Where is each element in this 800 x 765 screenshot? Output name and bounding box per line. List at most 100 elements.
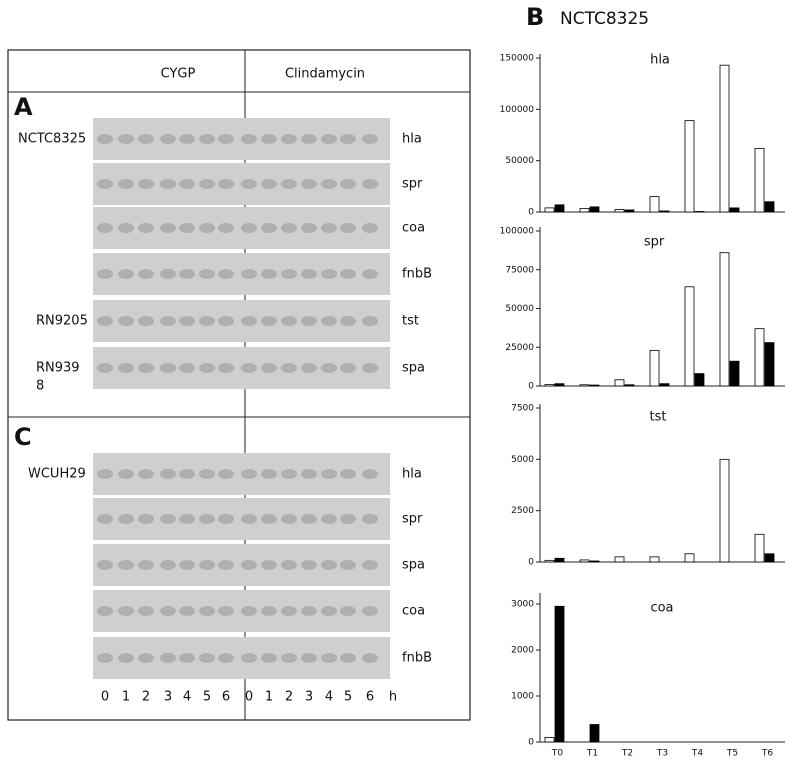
blot-band <box>97 269 113 279</box>
blot-band <box>340 514 356 524</box>
blot-band <box>362 269 378 279</box>
blot-band <box>241 269 257 279</box>
blot-band <box>160 363 176 373</box>
blot-band <box>301 469 317 479</box>
blot-band <box>218 363 234 373</box>
blot-band <box>97 363 113 373</box>
lane-label: h <box>389 690 397 705</box>
blot-band <box>301 606 317 616</box>
blot-band <box>218 514 234 524</box>
blot-band <box>160 560 176 570</box>
blot-band <box>281 316 297 326</box>
gene-label: spa <box>402 558 425 573</box>
y-tick-label: 0 <box>528 738 534 748</box>
blot-band <box>362 653 378 663</box>
blot-band <box>281 134 297 144</box>
strain-label: WCUH29 <box>28 467 86 482</box>
lane-label: 2 <box>285 690 293 705</box>
bar <box>649 349 660 387</box>
condition-header: Clindamycin <box>285 67 365 82</box>
chart-title: tst <box>650 410 667 425</box>
blot-band <box>179 223 195 233</box>
blot-band <box>218 316 234 326</box>
gene-label: hla <box>402 132 422 147</box>
blot-band <box>179 560 195 570</box>
blot-band <box>118 606 134 616</box>
blot-band <box>179 606 195 616</box>
blot-band <box>281 514 297 524</box>
blot-band <box>362 316 378 326</box>
y-tick-label: 3000 <box>511 600 534 610</box>
blot-band <box>199 363 215 373</box>
blot-band <box>138 514 154 524</box>
blot-band <box>97 316 113 326</box>
bar <box>719 252 730 387</box>
blot-band <box>340 560 356 570</box>
blot-band <box>138 653 154 663</box>
blot-band <box>199 179 215 189</box>
blot-band <box>362 560 378 570</box>
blot-band <box>261 269 277 279</box>
blot-band <box>301 653 317 663</box>
blot-band <box>241 606 257 616</box>
bar <box>649 196 660 213</box>
lane-label: 5 <box>344 690 352 705</box>
y-tick-label: 2000 <box>511 646 534 656</box>
bar <box>764 342 775 387</box>
blot-band <box>261 514 277 524</box>
blot-band <box>301 179 317 189</box>
blot-band <box>138 469 154 479</box>
blot-band <box>241 134 257 144</box>
blot-band <box>218 560 234 570</box>
bar <box>544 384 555 387</box>
y-tick-label: 150000 <box>500 54 535 64</box>
lane-label: 1 <box>265 690 273 705</box>
condition-header: CYGP <box>161 67 196 82</box>
strain-label: 8 <box>36 379 44 394</box>
blot-band <box>321 560 337 570</box>
blot-band <box>281 223 297 233</box>
blot-band <box>179 269 195 279</box>
y-tick-label: 0 <box>528 382 534 392</box>
blot-band <box>281 469 297 479</box>
blot-band <box>261 134 277 144</box>
bar <box>544 737 555 743</box>
blot-band <box>118 363 134 373</box>
lane-label: 4 <box>325 690 333 705</box>
blot-band <box>261 363 277 373</box>
blot-band <box>321 514 337 524</box>
blot-band <box>218 606 234 616</box>
blot-band <box>160 134 176 144</box>
blot-band <box>281 269 297 279</box>
blot-band <box>218 469 234 479</box>
blot-band <box>340 469 356 479</box>
blot-band <box>199 560 215 570</box>
blot-band <box>301 134 317 144</box>
blot-band <box>218 269 234 279</box>
bar <box>719 458 730 563</box>
blot-band <box>261 606 277 616</box>
blot-band <box>160 653 176 663</box>
blot-band <box>218 223 234 233</box>
lane-label: 3 <box>164 690 172 705</box>
panel-label: B <box>526 3 544 31</box>
bar <box>729 207 740 213</box>
bar <box>684 553 695 563</box>
bar <box>754 328 765 387</box>
panel-label: A <box>14 93 33 121</box>
blot-band <box>97 560 113 570</box>
blot-band <box>179 134 195 144</box>
blot-band <box>362 179 378 189</box>
blot-band <box>199 514 215 524</box>
x-tick-label: T4 <box>691 749 703 759</box>
blot-band <box>160 316 176 326</box>
bar <box>589 724 600 743</box>
y-tick-label: 0 <box>528 208 534 218</box>
blot-band <box>321 363 337 373</box>
blot-band <box>281 560 297 570</box>
blot-band <box>118 469 134 479</box>
blot-band <box>321 223 337 233</box>
blot-band <box>138 223 154 233</box>
y-tick-label: 0 <box>528 558 534 568</box>
